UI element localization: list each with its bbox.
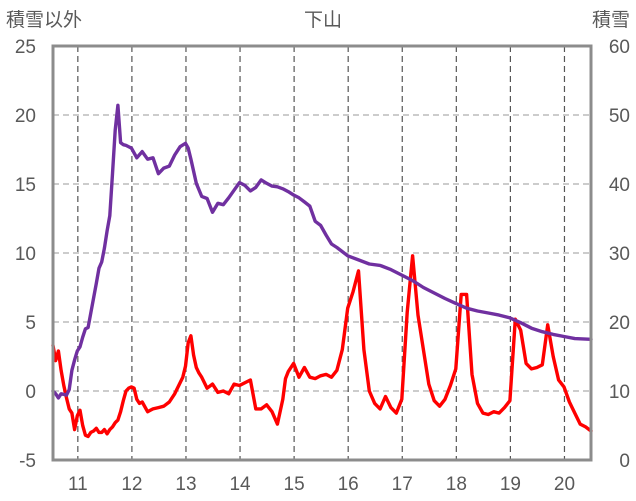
left-axis-label: 積雪以外 bbox=[6, 9, 82, 31]
snow-depth-line bbox=[51, 103, 593, 400]
x-tick-label: 13 bbox=[175, 474, 196, 495]
plot-frame bbox=[51, 44, 593, 462]
right-tick-label: 40 bbox=[609, 175, 630, 196]
tick-labels: -5 0 5 10 15 20 25 0 10 20 30 40 50 60 11 12 13 14 15 16 17 1… bbox=[15, 37, 630, 495]
x-tick-label: 20 bbox=[554, 474, 575, 495]
x-tick-label: 18 bbox=[446, 474, 467, 495]
left-tick-label: 20 bbox=[15, 106, 36, 127]
x-tick-label: 16 bbox=[338, 474, 359, 495]
left-tick-label: -5 bbox=[19, 451, 36, 472]
right-tick-label: 60 bbox=[609, 37, 630, 58]
left-tick-label: 0 bbox=[25, 382, 36, 403]
x-tick-label: 19 bbox=[500, 474, 521, 495]
right-tick-label: 20 bbox=[609, 313, 630, 334]
series-layer bbox=[51, 103, 593, 439]
x-tick-label: 11 bbox=[68, 474, 88, 495]
right-tick-label: 0 bbox=[619, 451, 630, 472]
x-tick-label: 12 bbox=[121, 474, 142, 495]
left-tick-label: 25 bbox=[15, 37, 36, 58]
right-tick-label: 10 bbox=[609, 382, 630, 403]
left-tick-label: 10 bbox=[15, 244, 36, 265]
right-tick-label: 30 bbox=[609, 244, 630, 265]
x-tick-label: 14 bbox=[229, 474, 251, 495]
non-snow-line bbox=[51, 254, 593, 439]
x-tick-label: 15 bbox=[284, 474, 305, 495]
chart-title: 下山 bbox=[304, 9, 342, 31]
right-axis-label: 積雪 bbox=[592, 9, 630, 31]
right-tick-label: 50 bbox=[609, 106, 630, 127]
x-tick-label: 17 bbox=[392, 474, 413, 495]
left-tick-label: 5 bbox=[25, 313, 36, 334]
left-tick-label: 15 bbox=[15, 175, 36, 196]
